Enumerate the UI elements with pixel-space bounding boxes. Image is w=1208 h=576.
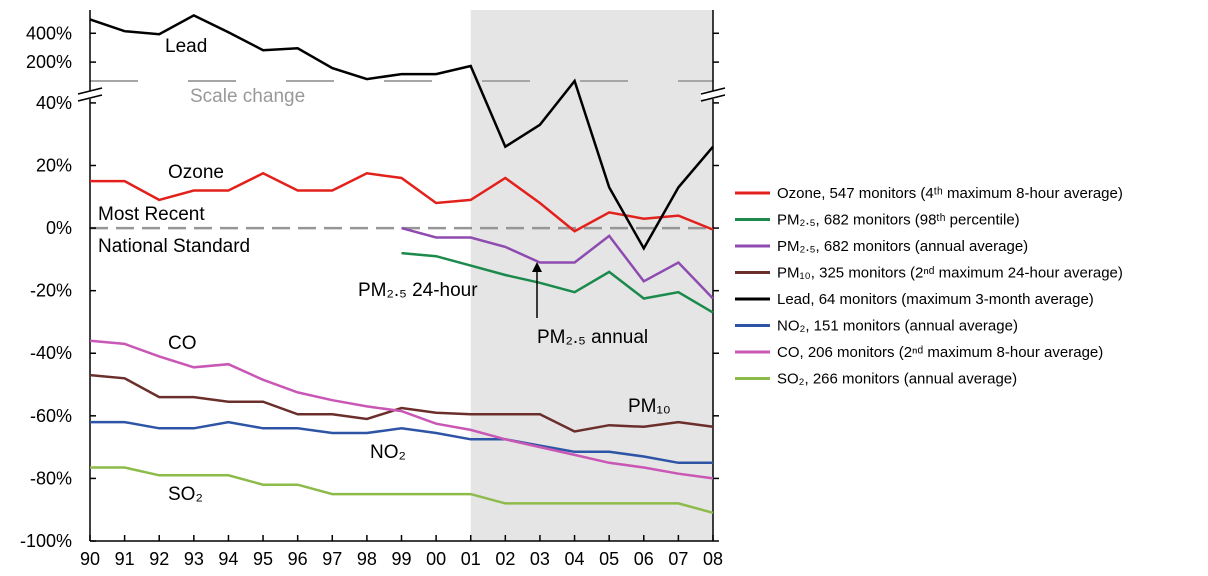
x-tick-label: 08 (703, 549, 723, 569)
axis-break-mark (700, 94, 726, 102)
x-tick-label: 02 (495, 549, 515, 569)
axis-break-mark (77, 87, 103, 95)
legend-label: SO₂, 266 monitors (annual average) (777, 371, 1017, 388)
axis-break-mark (700, 87, 726, 95)
x-tick-label: 94 (218, 549, 238, 569)
y-tick-label: 400% (26, 23, 72, 43)
legend-label: Ozone, 547 monitors (4ᵗʰ maximum 8-hour … (777, 185, 1123, 202)
annotation: SO₂ (168, 484, 203, 505)
series-line (90, 466, 714, 515)
annotation-arrowhead (532, 262, 542, 272)
x-tick-label: 98 (357, 549, 377, 569)
x-tick-label: 91 (115, 549, 135, 569)
y-tick-label: 20% (36, 155, 72, 175)
legend-label: NO₂, 151 monitors (annual average) (777, 318, 1018, 335)
x-tick-label: 06 (634, 549, 654, 569)
x-tick-label: 00 (426, 549, 446, 569)
x-tick-label: 04 (565, 549, 585, 569)
x-tick-label: 92 (149, 549, 169, 569)
x-tick-label: 07 (668, 549, 688, 569)
x-tick-label: 90 (80, 549, 100, 569)
annotation: CO (168, 333, 197, 354)
x-tick-label: 03 (530, 549, 550, 569)
y-tick-label: -60% (30, 406, 72, 426)
y-tick-label: 0% (46, 218, 72, 238)
y-tick-label: -40% (30, 343, 72, 363)
x-tick-label: 01 (461, 549, 481, 569)
legend-label: CO, 206 monitors (2ⁿᵈ maximum 8-hour ave… (777, 344, 1103, 361)
x-tick-label: 93 (184, 549, 204, 569)
x-tick-label: 05 (599, 549, 619, 569)
legend-label: PM₂.₅, 682 monitors (annual average) (777, 238, 1028, 255)
x-tick-label: 97 (322, 549, 342, 569)
legend-label: PM₁₀, 325 monitors (2ⁿᵈ maximum 24-hour … (777, 265, 1123, 282)
reference-label: National Standard (98, 236, 250, 257)
series-line (89, 13, 714, 251)
y-tick-label: 200% (26, 52, 72, 72)
series-line (89, 339, 714, 480)
y-tick-label: -80% (30, 468, 72, 488)
x-tick-label: 99 (391, 549, 411, 569)
x-tick-label: 96 (288, 549, 308, 569)
axis-break-gap (701, 91, 725, 99)
series-line (401, 251, 714, 314)
y-tick-label: -100% (20, 531, 72, 551)
legend-label: Lead, 64 monitors (maximum 3-month avera… (777, 291, 1094, 308)
scale-change-label: Scale change (190, 86, 305, 107)
reference-label: Most Recent (98, 204, 205, 225)
y-tick-label: -20% (30, 281, 72, 301)
annotation: Ozone (168, 162, 224, 183)
series-line (90, 171, 714, 233)
x-tick-label: 95 (253, 549, 273, 569)
series-line (90, 420, 713, 465)
axis-break-gap (78, 91, 102, 99)
series-line (401, 226, 714, 300)
legend-label: PM₂.₅, 682 monitors (98ᵗʰ percentile) (777, 212, 1020, 229)
series-line (89, 373, 714, 433)
annotation: PM₂.₅ annual (537, 327, 648, 348)
y-tick-label: 40% (36, 93, 72, 113)
annotation: NO₂ (370, 442, 406, 463)
axis-break-mark (77, 94, 103, 102)
annotation: Lead (165, 36, 207, 57)
annotation: PM₁₀ (628, 396, 671, 417)
annotation: PM₂.₅ 24-hour (358, 280, 478, 301)
